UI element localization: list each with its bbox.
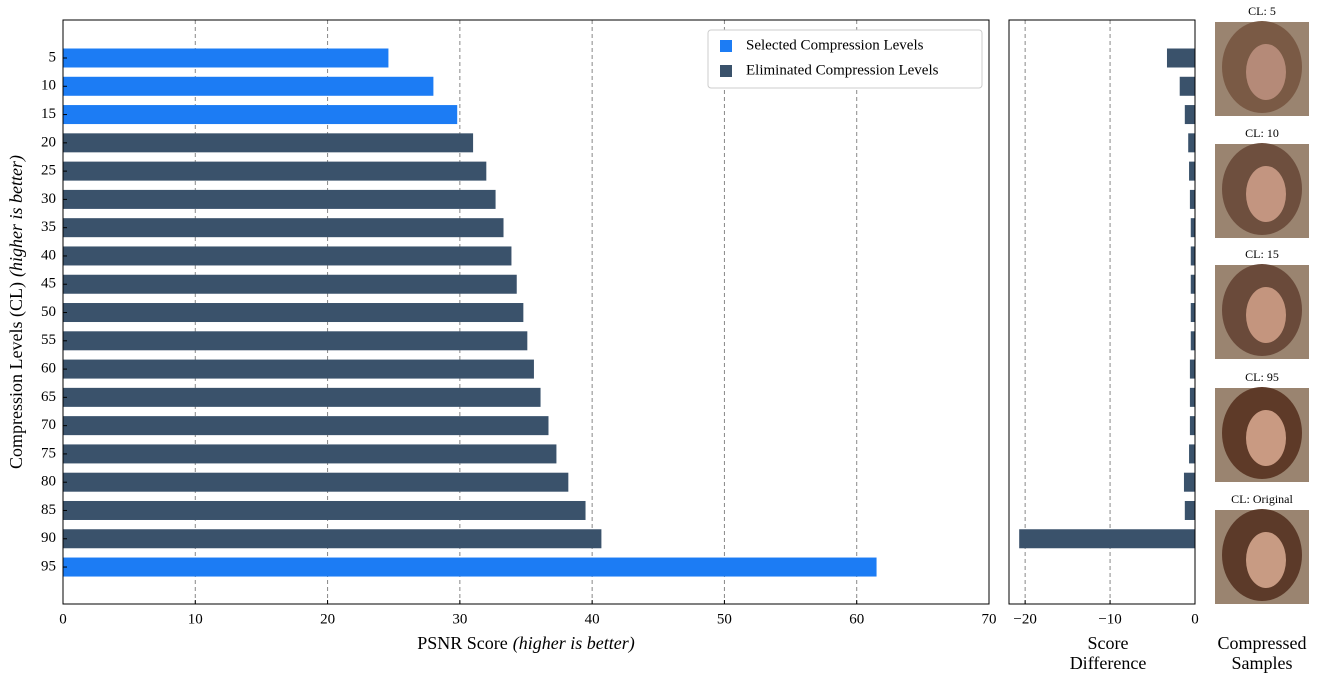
bar [63,557,877,577]
bar [1166,48,1195,68]
y-tick-label: 60 [41,361,56,377]
bar [63,218,504,238]
x-tick-label: 40 [585,611,600,627]
y-tick-label: 10 [41,78,56,94]
bar [63,161,487,181]
bar [1188,133,1195,153]
bar [1184,105,1195,125]
x-tick-label: 30 [452,611,467,627]
legend-label: Eliminated Compression Levels [746,62,939,78]
x-axis-label-main: PSNR Score [417,633,508,653]
y-tick-label: 40 [41,247,56,263]
y-tick-label: 5 [49,49,57,65]
x-tick-label: 70 [982,611,997,627]
bar [1189,444,1195,464]
bar [1190,303,1195,323]
bar [63,387,541,407]
y-tick-label: 25 [41,163,56,179]
x-tick-label: −20 [1013,611,1036,627]
sample-caption: CL: 15 [1245,247,1279,261]
bar [63,472,569,492]
y-axis-label-main: Compression Levels (CL) [6,282,27,469]
y-tick-label: 20 [41,134,56,150]
bar [63,359,534,379]
y-axis-label: Compression Levels (CL) (higher is better… [6,155,27,469]
x-axis-label: Difference [1070,653,1147,673]
x-axis-label: Score [1088,633,1129,653]
y-tick-label: 50 [41,304,56,320]
bar [63,331,528,351]
y-tick-label: 15 [41,106,56,122]
y-axis-label-note: (higher is better) [6,155,27,277]
y-tick-label: 75 [41,445,56,461]
y-tick-label: 70 [41,417,56,433]
sample-face [1246,532,1286,588]
legend-box [707,29,983,89]
bar [1183,472,1195,492]
bar [1190,218,1195,238]
bar [1179,76,1195,96]
bar [1019,529,1195,549]
sample-face [1246,410,1286,466]
bar [63,500,586,520]
x-tick-label: 50 [717,611,732,627]
x-tick-label: −10 [1098,611,1121,627]
sample-caption: CL: 10 [1245,126,1279,140]
y-tick-label: 90 [41,530,56,546]
x-tick-label: 0 [1191,611,1199,627]
bar [1189,359,1195,379]
legend-swatch [720,65,732,77]
y-tick-label: 85 [41,502,56,518]
bar [1189,189,1195,209]
bar [63,48,389,68]
bar [63,416,549,436]
bar [1190,274,1195,294]
sample-caption: CL: Original [1231,492,1293,506]
sample-face [1246,44,1286,100]
plot-frame [62,19,990,605]
bar [1184,500,1195,520]
bar [63,444,557,464]
bar [63,189,496,209]
y-tick-label: 45 [41,276,56,292]
bar [63,274,517,294]
x-tick-label: 60 [849,611,864,627]
bar [1190,246,1195,266]
y-tick-label: 80 [41,474,56,490]
bar [63,246,512,266]
x-axis-label-note: (higher is better) [513,633,635,654]
x-axis-label: Samples [1232,653,1293,673]
legend-swatch [720,40,732,52]
plot-frame [1008,19,1196,605]
x-tick-label: 10 [188,611,203,627]
bar [63,529,602,549]
x-tick-label: 20 [320,611,335,627]
x-axis-label: PSNR Score (higher is better) [417,633,635,654]
sample-face [1246,287,1286,343]
x-tick-label: 0 [59,611,67,627]
x-axis-label: Compressed [1218,633,1307,653]
y-tick-label: 65 [41,389,56,405]
legend-label: Selected Compression Levels [746,37,924,53]
y-tick-label: 35 [41,219,56,235]
bar [1189,161,1195,181]
bar [1190,331,1195,351]
sample-caption: CL: 5 [1248,4,1276,18]
sample-face [1246,166,1286,222]
y-tick-label: 30 [41,191,56,207]
bar [63,76,434,96]
bar [1189,387,1195,407]
sample-caption: CL: 95 [1245,370,1279,384]
bar [63,105,458,125]
bar [1189,416,1195,436]
y-tick-label: 95 [41,558,56,574]
bar [63,303,524,323]
bar [63,133,474,153]
y-tick-label: 55 [41,332,56,348]
